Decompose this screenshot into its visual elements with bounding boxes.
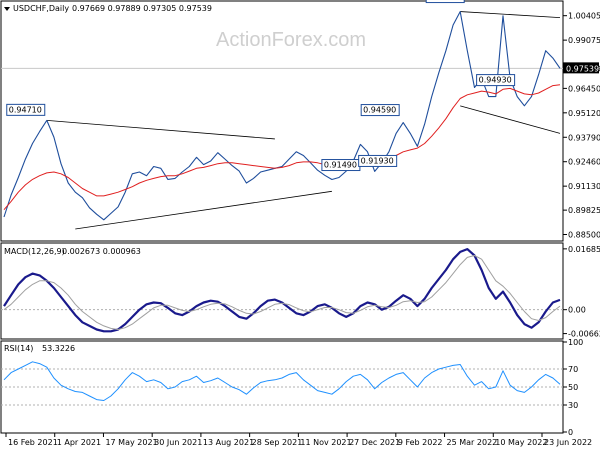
rsi-series-0-line [3,361,561,401]
price-axis-tick-label: 0.91130 [568,182,600,191]
price-series-1-line [3,84,561,211]
rsi-values: 53.3226 [42,344,75,353]
macd-axis-tick-label: -0.006629 [568,330,600,339]
x-axis-label: 13 Aug 2021 [203,438,254,447]
current-price-box [563,62,599,74]
price-annotation-box [360,104,400,117]
price-header: USDCHF,Daily 0.97669 0.97889 0.97305 0.9… [4,4,212,13]
price-panel [0,0,564,242]
trendline [46,119,275,140]
price-annotation-label: 0.94930 [479,76,512,85]
rsi-label: RSI(14) [4,344,33,353]
rsi-axis-tick-label: 0 [568,428,573,437]
rsi-axis-tick-label: 100 [568,338,583,347]
symbol-label: USDCHF,Daily [13,4,69,13]
price-axis-tick-label: 0.89825 [568,206,600,215]
ohlc-values: 0.97669 0.97889 0.97305 0.97539 [72,4,212,13]
price-axis-tick-label: 0.96450 [568,84,600,93]
x-axis-label: 27 Dec 2021 [349,438,400,447]
macd-series-0-line [3,248,561,333]
x-axis-label: 9 Feb 2022 [398,438,443,447]
watermark: ActionForex.com [216,29,366,51]
rsi-header: RSI(14) 53.3226 [4,344,75,353]
price-axis-tick-label: 0.88500 [568,230,600,239]
rsi-axis-tick-label: 50 [568,383,578,392]
price-annotation-box [425,0,465,4]
trendline [460,105,561,134]
macd-label: MACD(12,26,9) [4,247,65,256]
price-axis-tick-label: 0.95120 [568,109,600,118]
x-axis-label: 25 Mar 2022 [447,438,498,447]
x-axis-label: 16 Feb 2021 [8,438,58,447]
price-annotation-label: 0.91490 [324,161,357,170]
x-axis-label: 10 May 2022 [495,438,547,447]
x-axis-label: 23 Jun 2022 [544,438,592,447]
trendline [75,190,332,230]
macd-header: MACD(12,26,9) 0.002673 0.000963 [4,247,141,256]
macd-axis-tick-label: 0.00 [568,306,586,315]
x-axis-label: 30 Jun 2021 [154,438,202,447]
trendline [460,11,561,19]
price-annotation-label: 0.94710 [9,105,42,114]
macd-panel [0,242,564,340]
macd-axis-tick-label: 0.016855 [568,245,600,254]
price-annotation-label: 0.91930 [361,156,394,165]
price-annotation-label: 1.00630 [428,0,461,2]
rsi-axis-tick-label: 30 [568,401,578,410]
macd-series-1-line [3,255,561,330]
x-axis-label: 11 Nov 2021 [300,438,351,447]
price-annotation-box [358,154,398,167]
price-axis-tick-label: 0.99075 [568,36,600,45]
price-annotation-box [476,74,516,87]
price-annotation-label: 0.94590 [363,106,396,115]
x-axis-label: 1 Apr 2021 [57,438,101,447]
x-axis-label: 28 Sep 2021 [252,438,303,447]
price-series-0-line [3,11,561,221]
dropdown-triangle-icon[interactable] [4,7,10,11]
price-axis-tick-label: 0.92460 [568,158,600,167]
rsi-axis-tick-label: 70 [568,365,578,374]
price-axis-tick-label: 1.00405 [568,12,600,21]
current-price-label: 0.97539 [566,64,599,73]
x-axis-label: 17 May 2021 [105,438,157,447]
price-annotation-box [6,103,46,116]
price-axis-tick-label: 0.93790 [568,133,600,142]
macd-values: 0.002673 0.000963 [62,247,141,256]
